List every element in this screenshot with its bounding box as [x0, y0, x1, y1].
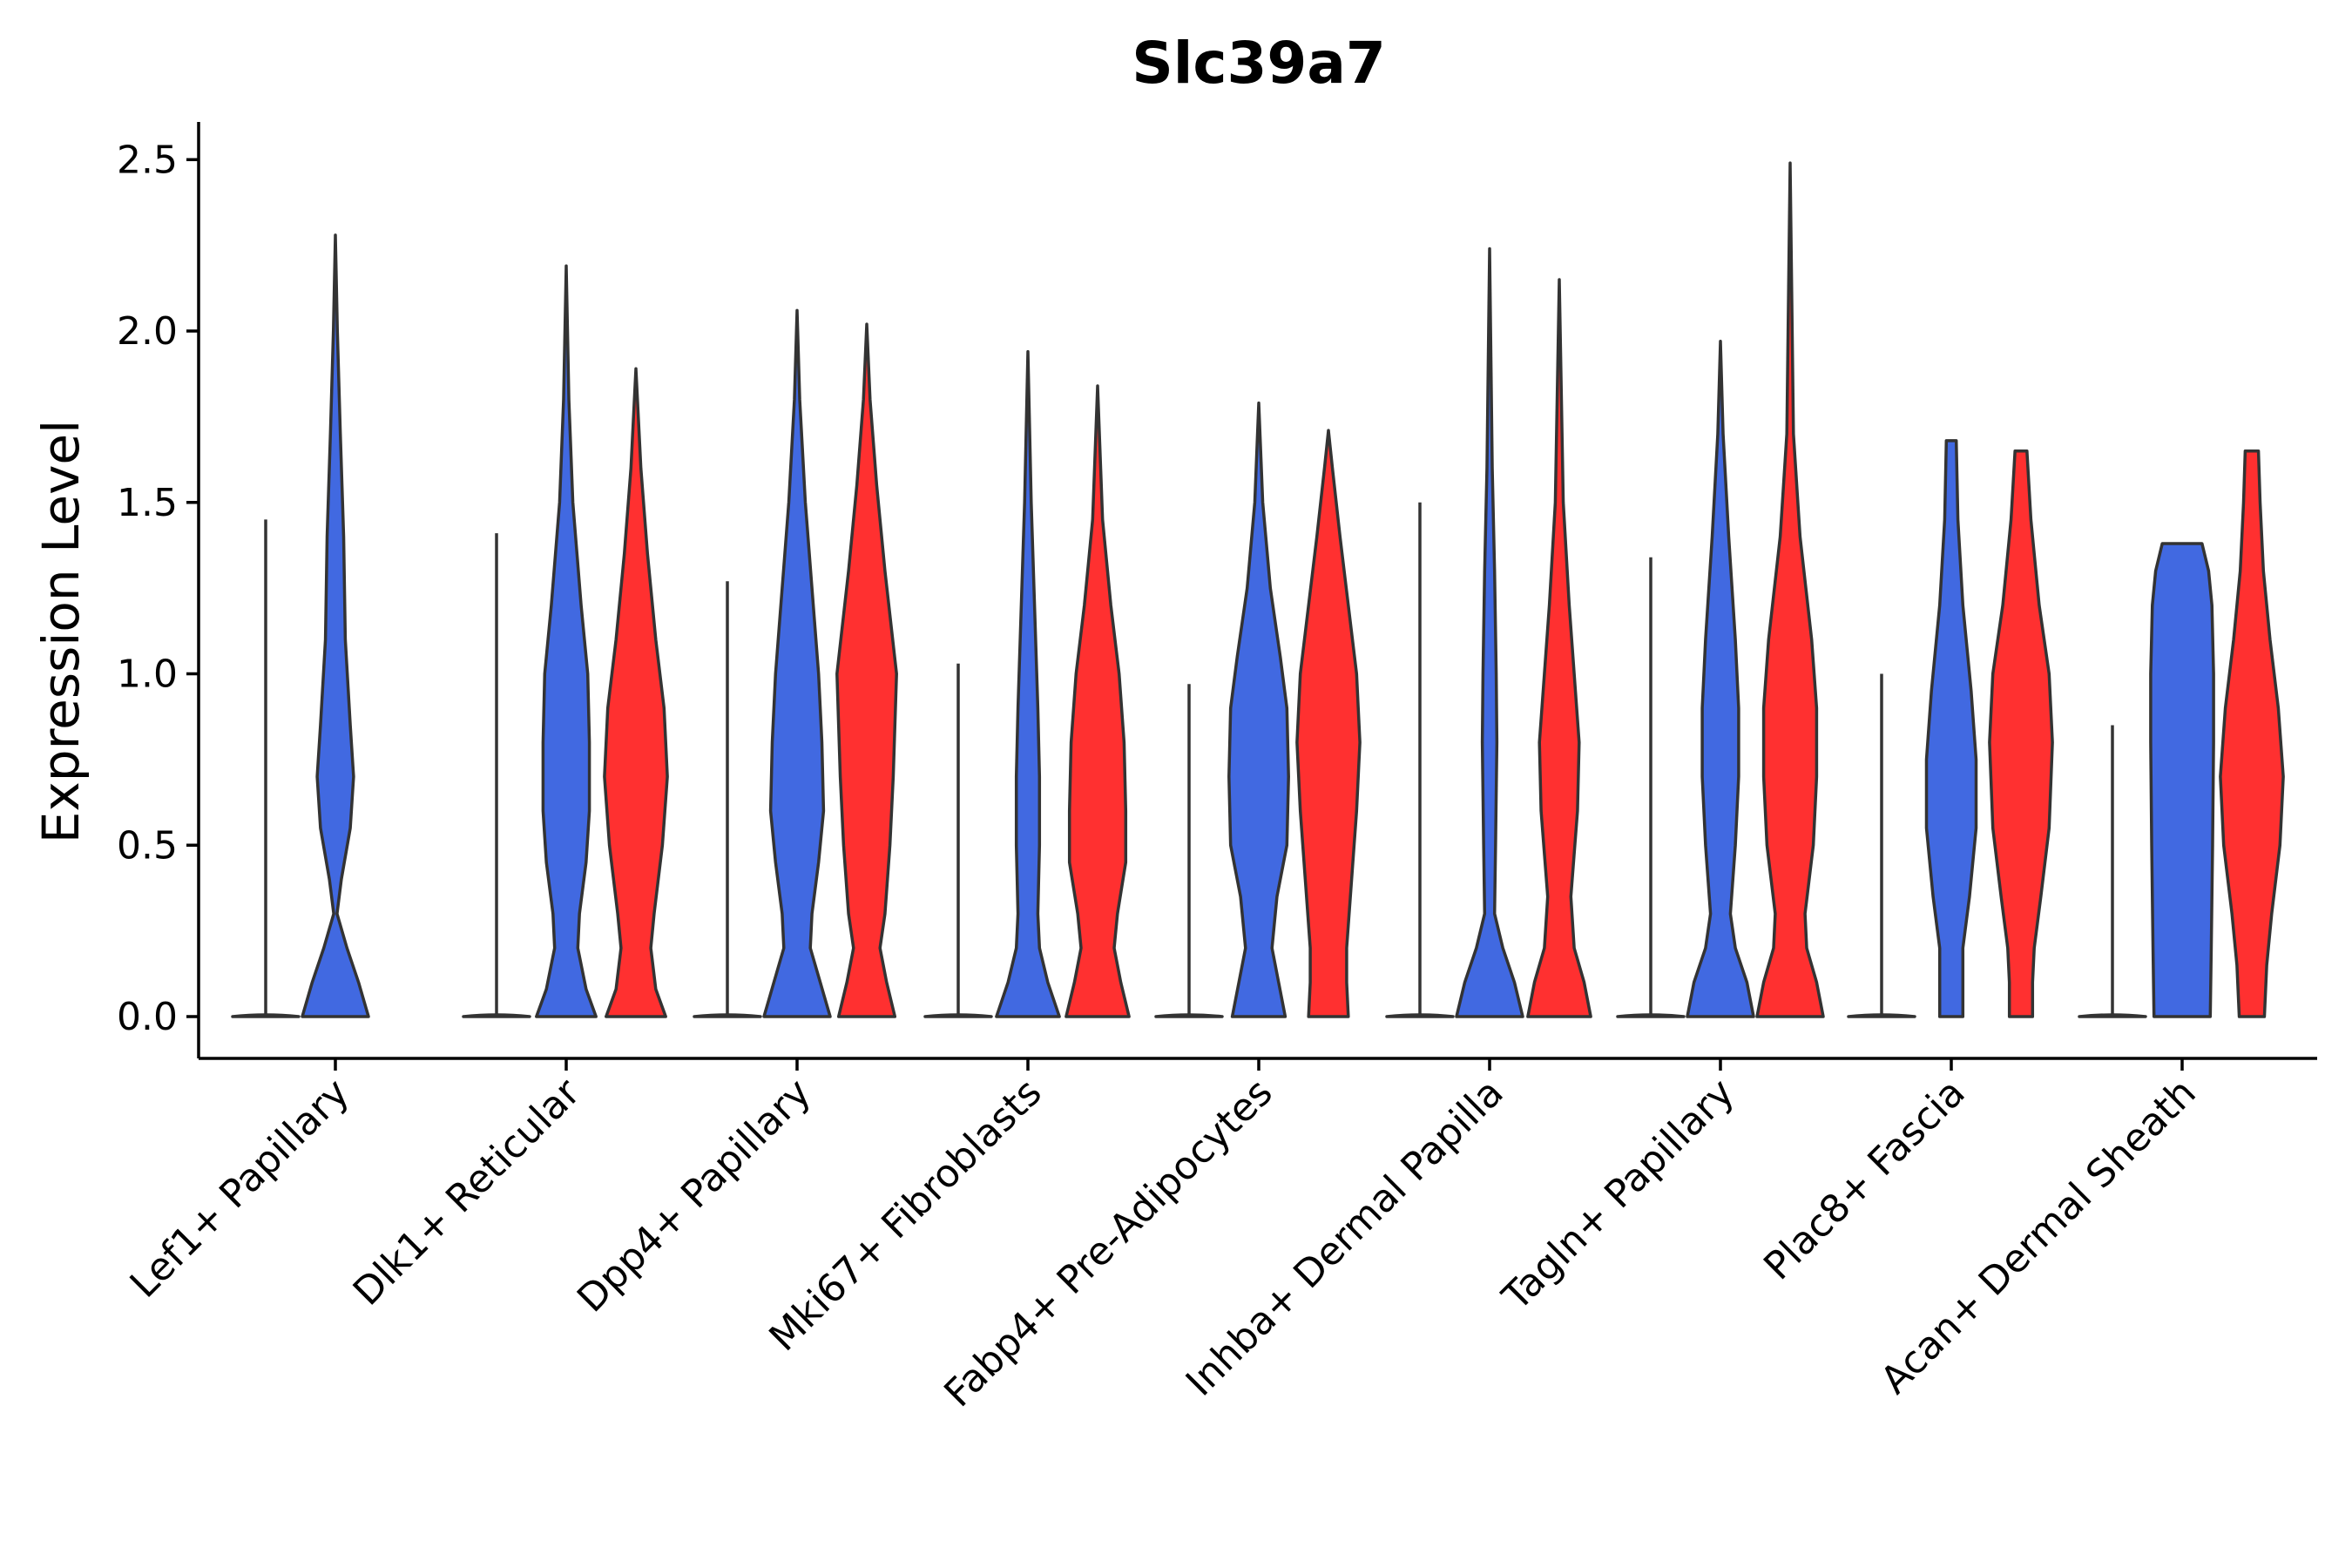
violin-base — [923, 1013, 993, 1018]
violin-blue — [762, 308, 832, 1018]
violin-red — [1064, 384, 1131, 1018]
violin-base — [1847, 1013, 1916, 1018]
x-tick-label: Dpp4+ Papillary — [569, 1071, 820, 1321]
y-tick-label: 2.5 — [117, 138, 178, 182]
violin-red — [1526, 278, 1592, 1018]
violin-red — [1755, 161, 1825, 1018]
violin-blue — [1924, 439, 1978, 1018]
violin-red — [2219, 449, 2285, 1018]
violin-blue — [535, 264, 598, 1018]
chart-title: Slc39a7 — [1132, 30, 1386, 97]
violin-red — [1295, 429, 1362, 1018]
violin-base — [462, 1013, 531, 1018]
violin-blue — [995, 349, 1061, 1018]
violin-blue — [1227, 401, 1290, 1018]
violin-base — [1154, 1013, 1224, 1018]
violin-blue — [2149, 542, 2215, 1018]
violin-layer — [231, 161, 2285, 1018]
x-tick-label: Lef1+ Papillary — [122, 1071, 358, 1307]
x-tick-label: Dlk1+ Reticular — [345, 1070, 590, 1315]
y-tick-label: 1.5 — [117, 481, 178, 525]
y-tick-label: 1.0 — [117, 652, 178, 697]
x-tick-label: Tagln+ Papillary — [1494, 1071, 1743, 1320]
violin-red — [835, 322, 898, 1018]
violin-red — [603, 367, 669, 1018]
violin-base — [1385, 1013, 1455, 1018]
violin-base — [1616, 1013, 1686, 1018]
violin-base — [693, 1013, 762, 1018]
y-tick-label: 2.0 — [117, 309, 178, 354]
violin-base — [231, 1013, 301, 1018]
y-axis-ticks: 0.0 0.5 1.0 1.5 2.0 2.5 — [117, 138, 199, 1039]
violin-blue — [301, 233, 370, 1018]
y-tick-label: 0.0 — [117, 995, 178, 1039]
y-tick-label: 0.5 — [117, 823, 178, 868]
violin-blue — [1455, 247, 1524, 1018]
violin-base — [2078, 1013, 2147, 1018]
violin-blue — [1686, 340, 1755, 1018]
violin-red — [1988, 449, 2054, 1018]
x-tick-label: Plac8+ Fascia — [1755, 1071, 1974, 1289]
y-axis-label: Expression Level — [31, 420, 91, 843]
